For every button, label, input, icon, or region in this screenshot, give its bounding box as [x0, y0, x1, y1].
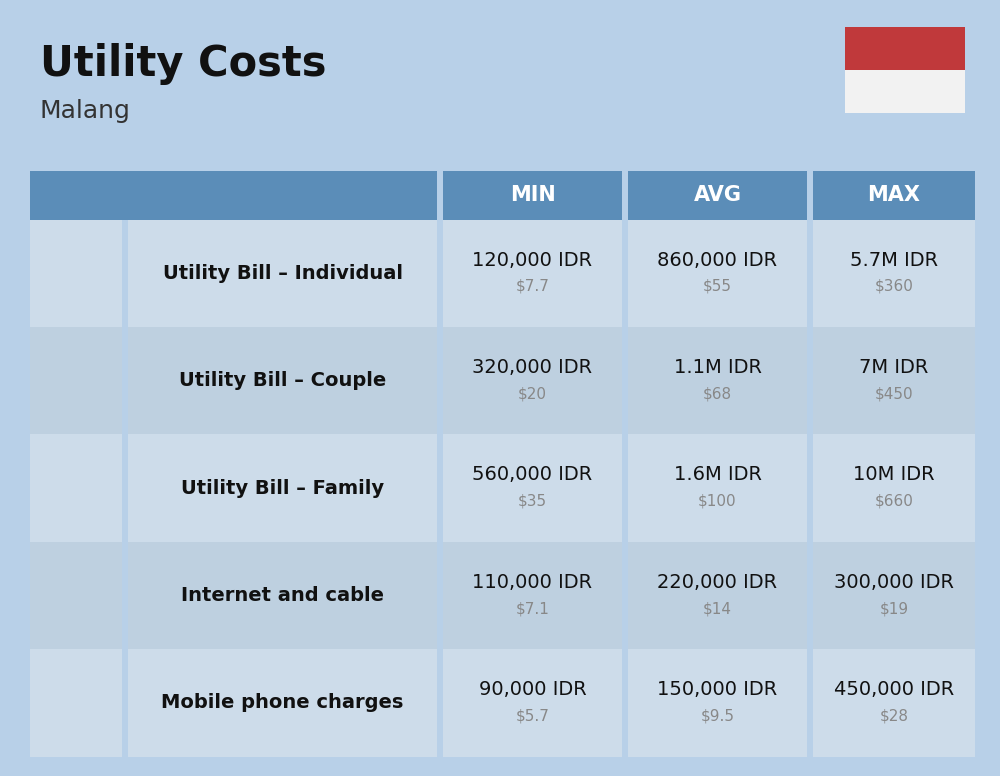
- FancyBboxPatch shape: [79, 491, 114, 531]
- Text: $5.7: $5.7: [516, 708, 549, 723]
- FancyBboxPatch shape: [45, 601, 107, 632]
- Text: 🚿: 🚿: [93, 399, 99, 408]
- Text: 🚿: 🚿: [93, 506, 99, 516]
- Text: MIN: MIN: [510, 185, 555, 205]
- Text: 220,000 IDR: 220,000 IDR: [657, 573, 778, 592]
- Bar: [66, 617, 74, 623]
- FancyBboxPatch shape: [38, 384, 72, 423]
- Text: Mobile phone charges: Mobile phone charges: [161, 694, 404, 712]
- Text: ⚙: ⚙: [70, 355, 82, 369]
- FancyBboxPatch shape: [59, 341, 93, 383]
- Text: $35: $35: [518, 494, 547, 509]
- Text: 7M IDR: 7M IDR: [859, 358, 929, 377]
- FancyBboxPatch shape: [62, 481, 90, 508]
- Text: $14: $14: [703, 601, 732, 616]
- Bar: [60, 691, 67, 700]
- Bar: [68, 702, 75, 709]
- FancyBboxPatch shape: [59, 449, 93, 490]
- Text: Internet and cable: Internet and cable: [181, 586, 384, 605]
- Text: $360: $360: [875, 279, 913, 294]
- Text: $7.7: $7.7: [516, 279, 549, 294]
- Text: 90,000 IDR: 90,000 IDR: [479, 681, 586, 699]
- Bar: [76, 702, 83, 709]
- FancyBboxPatch shape: [62, 373, 90, 401]
- Text: Utility Costs: Utility Costs: [40, 43, 326, 85]
- Text: 10M IDR: 10M IDR: [853, 466, 935, 484]
- Text: 450,000 IDR: 450,000 IDR: [834, 681, 954, 699]
- FancyBboxPatch shape: [38, 276, 72, 316]
- Text: $9.5: $9.5: [701, 708, 735, 723]
- Text: MAX: MAX: [868, 185, 920, 205]
- Text: ⚡: ⚡: [51, 506, 59, 516]
- Text: $55: $55: [703, 279, 732, 294]
- FancyBboxPatch shape: [79, 276, 114, 316]
- FancyBboxPatch shape: [51, 660, 101, 745]
- Text: 110,000 IDR: 110,000 IDR: [472, 573, 593, 592]
- Text: 560,000 IDR: 560,000 IDR: [472, 466, 593, 484]
- FancyBboxPatch shape: [62, 266, 90, 293]
- Text: 120,000 IDR: 120,000 IDR: [472, 251, 593, 269]
- Text: AVG: AVG: [694, 185, 742, 205]
- FancyBboxPatch shape: [38, 491, 72, 531]
- Bar: [84, 702, 91, 709]
- Text: 5.7M IDR: 5.7M IDR: [850, 251, 938, 269]
- Text: 1.6M IDR: 1.6M IDR: [674, 466, 762, 484]
- Text: 300,000 IDR: 300,000 IDR: [834, 573, 954, 592]
- Text: $450: $450: [875, 386, 913, 401]
- Text: ⚙: ⚙: [70, 248, 82, 261]
- Text: $20: $20: [518, 386, 547, 401]
- FancyBboxPatch shape: [59, 234, 93, 275]
- Bar: [84, 691, 91, 700]
- Text: $19: $19: [879, 601, 909, 616]
- Bar: [54, 617, 62, 623]
- Bar: [68, 691, 75, 700]
- Text: $7.1: $7.1: [516, 601, 549, 616]
- Text: $68: $68: [703, 386, 732, 401]
- Text: Utility Bill – Individual: Utility Bill – Individual: [163, 264, 403, 282]
- Text: 150,000 IDR: 150,000 IDR: [657, 681, 778, 699]
- Text: 🚿: 🚿: [93, 291, 99, 301]
- Text: 1.1M IDR: 1.1M IDR: [674, 358, 762, 377]
- Text: ⚡: ⚡: [51, 291, 59, 301]
- Text: 860,000 IDR: 860,000 IDR: [657, 251, 778, 269]
- FancyBboxPatch shape: [79, 384, 114, 423]
- Text: $100: $100: [698, 494, 737, 509]
- Text: Utility Bill – Family: Utility Bill – Family: [181, 479, 384, 497]
- Bar: [60, 702, 67, 709]
- Bar: [76, 691, 83, 700]
- Text: Malang: Malang: [40, 99, 131, 123]
- Text: ⚙: ⚙: [70, 462, 82, 476]
- Text: Utility Bill – Couple: Utility Bill – Couple: [179, 371, 386, 390]
- Text: 320,000 IDR: 320,000 IDR: [472, 358, 593, 377]
- Text: $28: $28: [880, 708, 908, 723]
- Text: ⚡: ⚡: [51, 399, 59, 408]
- Bar: [59, 677, 93, 733]
- Text: $660: $660: [875, 494, 913, 509]
